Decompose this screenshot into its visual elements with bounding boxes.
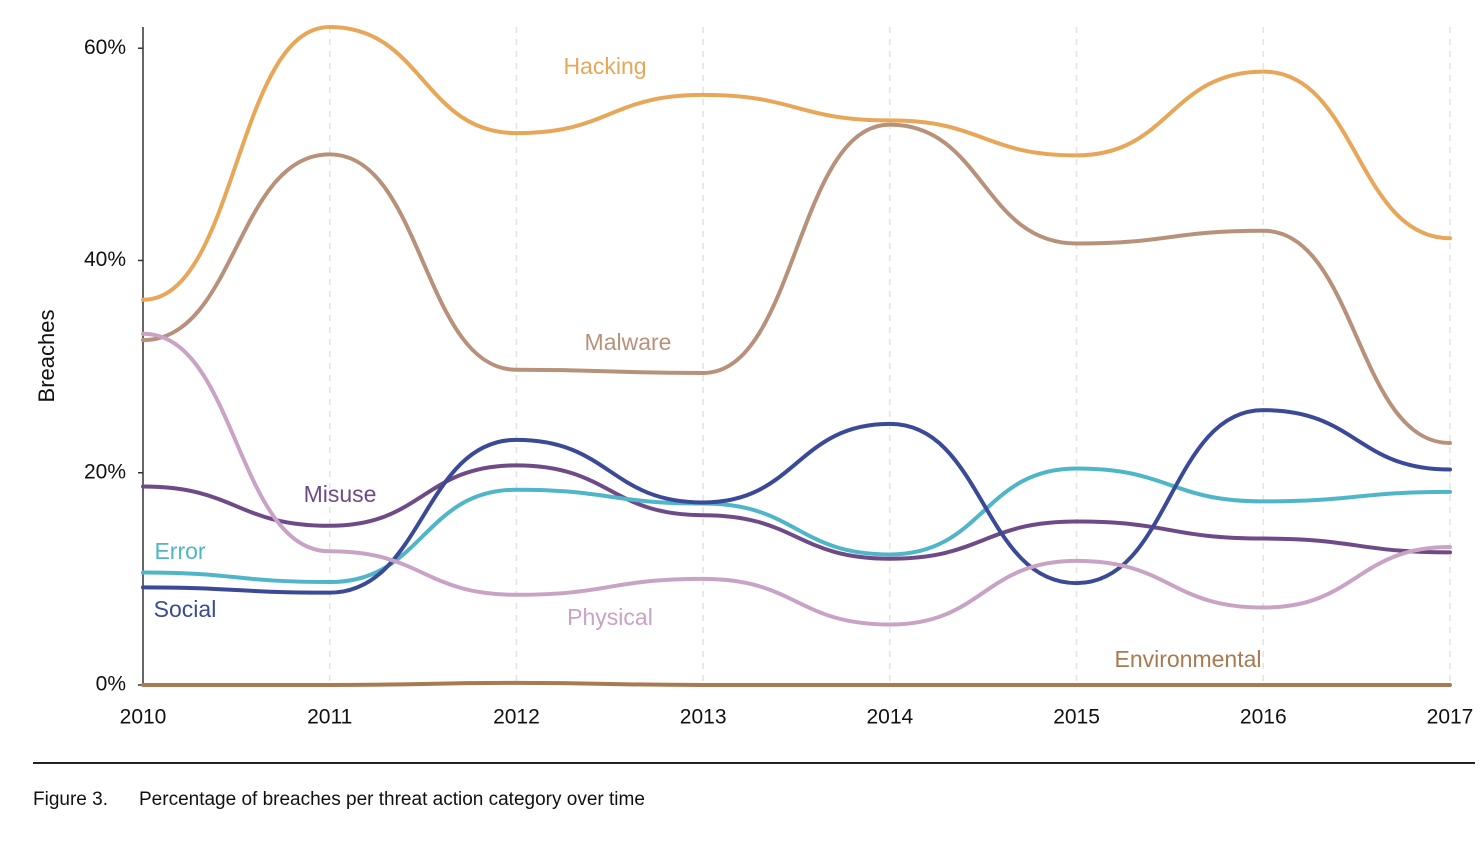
caption: Percentage of breaches per threat action… <box>139 789 645 810</box>
x-tick-label: 2011 <box>307 706 352 729</box>
series-label: Error <box>154 538 205 564</box>
series-line <box>141 680 1452 688</box>
series-label: Environmental <box>1114 646 1261 672</box>
y-axis-label: Breaches <box>34 310 59 403</box>
y-tick-label: 40% <box>84 248 126 271</box>
x-tick-label: 2016 <box>1240 706 1287 729</box>
series-line <box>141 408 1452 595</box>
series-line <box>141 122 1452 446</box>
x-tick-label: 2017 <box>1427 706 1474 729</box>
series-label: Hacking <box>563 53 646 79</box>
series-line <box>141 24 1452 302</box>
y-tick-label: 60% <box>84 36 126 59</box>
series-label: Misuse <box>304 481 377 507</box>
series-label: Physical <box>567 604 653 630</box>
series-label: Social <box>154 596 217 622</box>
x-tick-label: 2012 <box>493 706 540 729</box>
y-tick-label: 20% <box>84 460 126 483</box>
figure-label: Figure 3. <box>33 789 108 810</box>
x-tick-label: 2015 <box>1053 706 1100 729</box>
y-tick-label: 0% <box>96 673 126 696</box>
series-label: Malware <box>585 329 672 355</box>
series-line <box>141 466 1452 585</box>
x-tick-label: 2014 <box>866 706 913 729</box>
x-tick-label: 2010 <box>120 706 167 729</box>
series-line <box>141 331 1452 627</box>
series-line <box>141 463 1452 561</box>
x-tick-label: 2013 <box>680 706 727 729</box>
